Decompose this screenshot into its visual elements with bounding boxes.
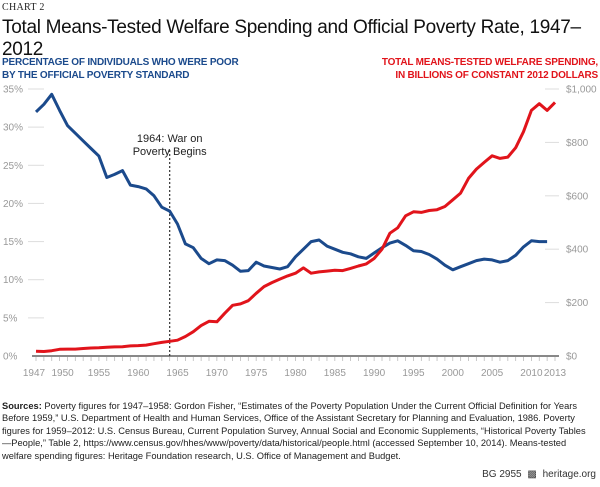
sources-note: Sources: Poverty figures for 1947–1958: … (2, 400, 592, 462)
left-tick-label: 0% (3, 352, 18, 363)
right-tick-label: $400 (566, 245, 589, 256)
x-tick-label: 1990 (363, 368, 386, 379)
report-id: BG 2955 (482, 469, 522, 480)
chart-number: CHART 2 (2, 2, 45, 13)
annotation-text: 1964: War on (137, 133, 203, 145)
x-tick-label: 2013 (544, 368, 567, 379)
site-link[interactable]: heritage.org (542, 469, 596, 480)
right-axis-label: TOTAL MEANS-TESTED WELFARE SPENDING, IN … (382, 56, 598, 82)
right-tick-label: $800 (566, 138, 589, 149)
left-tick-label: 20% (3, 199, 23, 210)
x-tick-label: 1985 (324, 368, 347, 379)
x-tick-label: 1950 (51, 368, 74, 379)
left-axis-label: PERCENTAGE OF INDIVIDUALS WHO WERE POOR … (2, 56, 239, 82)
x-tick-label: 1947 (23, 368, 46, 379)
x-tick-label: 2010 (520, 368, 543, 379)
liberty-bell-icon: ▩ (527, 469, 537, 480)
right-axis-label-line: IN BILLIONS OF CONSTANT 2012 DOLLARS (395, 70, 598, 81)
left-tick-label: 25% (3, 161, 23, 172)
right-axis-label-line: TOTAL MEANS-TESTED WELFARE SPENDING, (381, 57, 598, 68)
left-tick-label: 35% (3, 85, 23, 96)
poverty-line (34, 92, 548, 273)
right-tick-label: $200 (566, 298, 589, 309)
right-tick-label: $1,000 (566, 85, 597, 96)
sources-text: Poverty figures for 1947–1958: Gordon Fi… (2, 401, 586, 461)
x-tick-label: 1970 (206, 368, 229, 379)
plot-area: 0% 5% 10% 15% 20% 25% 30% 35% $0 $200 $400 $600 $800… (3, 85, 597, 380)
left-tick-label: 10% (3, 275, 23, 286)
x-tick-label: 2005 (481, 368, 504, 379)
x-tick-label: 1955 (88, 368, 111, 379)
x-tick-label: 2000 (442, 368, 465, 379)
x-tick-label: 1980 (284, 368, 307, 379)
right-tick-label: $600 (566, 191, 589, 202)
chart-title: Total Means-Tested Welfare Spending and … (2, 17, 581, 60)
x-tick-label: 1975 (245, 368, 268, 379)
sources-label: Sources: (2, 401, 42, 411)
left-tick-label: 5% (3, 313, 18, 324)
footer: BG 2955 ▩ heritage.org (482, 469, 596, 480)
left-tick-label: 30% (3, 123, 23, 134)
annotation-text: Poverty Begins (133, 146, 207, 158)
right-tick-label: $0 (566, 352, 578, 363)
spending-line (35, 101, 557, 353)
left-axis-label-line: PERCENTAGE OF INDIVIDUALS WHO WERE POOR (2, 57, 239, 68)
x-tick-label: 1995 (402, 368, 425, 379)
x-tick-label: 1965 (166, 368, 189, 379)
left-tick-label: 15% (3, 237, 23, 248)
x-tick-label: 1960 (127, 368, 150, 379)
left-axis-label-line: BY THE OFFICIAL POVERTY STANDARD (2, 70, 190, 81)
